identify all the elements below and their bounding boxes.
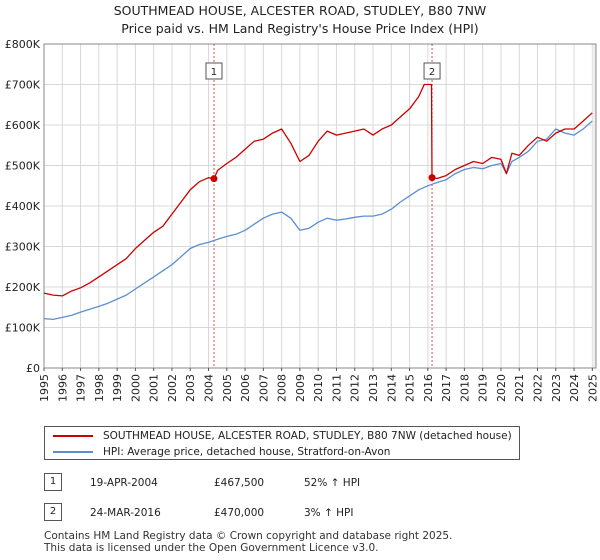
x-tick-label: 2018 [458, 374, 471, 402]
x-tick-label: 2017 [440, 374, 453, 402]
x-tick-label: 2009 [294, 374, 307, 402]
legend-swatch-property [53, 435, 93, 437]
sale-number-badge: 1 [44, 473, 62, 491]
footer-licence: This data is licensed under the Open Gov… [44, 542, 379, 554]
projection-shade [592, 44, 596, 368]
sale-hpi-change: 3% ↑ HPI [304, 507, 354, 519]
x-tick-label: 2005 [221, 374, 234, 402]
plot-border [43, 43, 597, 369]
y-tick-label: £300K [5, 241, 41, 254]
legend: SOUTHMEAD HOUSE, ALCESTER ROAD, STUDLEY,… [44, 426, 520, 460]
x-tick-label: 2007 [257, 374, 270, 402]
y-tick-label: £600K [5, 119, 41, 132]
sale-marker-box [423, 62, 441, 80]
y-tick-label: £400K [5, 200, 41, 213]
footer: Contains HM Land Registry data © Crown c… [44, 530, 452, 554]
chart-subtitle: Price paid vs. HM Land Registry's House … [121, 21, 479, 36]
x-tick-label: 2000 [129, 374, 142, 402]
x-tick-label: 2025 [586, 374, 599, 402]
series-line-property [43, 83, 593, 297]
y-axis-ticks: £0 £100K £200K £300K £400K £500K £600K £700K £80… [5, 38, 41, 375]
sale-date: 24-MAR-2016 [90, 507, 161, 519]
x-tick-label: 2013 [367, 374, 380, 402]
sale-marker-label: 1 [211, 67, 217, 78]
y-tick-label: £800K [5, 38, 41, 51]
legend-label-property: SOUTHMEAD HOUSE, ALCESTER ROAD, STUDLEY,… [103, 430, 512, 442]
chart-title-block: SOUTHMEAD HOUSE, ALCESTER ROAD, STUDLEY,… [0, 2, 600, 38]
x-tick-label: 2002 [166, 374, 179, 402]
x-tick-label: 2001 [148, 374, 161, 402]
sale-marker-box [205, 62, 223, 80]
x-tick-label: 2016 [422, 374, 435, 402]
sale-price: £470,000 [214, 507, 265, 519]
y-tick-label: £100K [5, 322, 41, 335]
x-tick-label: 2004 [203, 374, 216, 402]
x-tick-label: 2010 [312, 374, 325, 402]
sale-row: 1 19-APR-2004 £467,500 52% ↑ HPI [44, 473, 564, 491]
x-axis-ticks: 1995 1996 1997 1998 1999 2000 2001 2002 2003 2004… [38, 368, 599, 402]
x-tick-label: 2014 [385, 374, 398, 402]
sale-date: 19-APR-2004 [90, 477, 158, 489]
grid [43, 43, 596, 369]
x-tick-label: 2023 [550, 374, 563, 402]
sale-marker-label: 2 [429, 67, 435, 78]
price-chart: £0 £100K £200K £300K £400K £500K £600K £700K £80… [5, 38, 600, 402]
sale-point [210, 175, 218, 183]
x-tick-label: 1996 [56, 374, 69, 402]
y-tick-label: £700K [5, 79, 41, 92]
sale-row: 2 24-MAR-2016 £470,000 3% ↑ HPI [44, 503, 564, 521]
x-tick-label: 2012 [349, 374, 362, 402]
x-tick-label: 2011 [330, 374, 343, 402]
sale-points [210, 174, 436, 183]
footer-copyright: Contains HM Land Registry data © Crown c… [44, 530, 453, 542]
y-tick-label: £500K [5, 160, 41, 173]
future-shading [592, 44, 596, 368]
x-tick-label: 2003 [184, 374, 197, 402]
chart-title: SOUTHMEAD HOUSE, ALCESTER ROAD, STUDLEY,… [113, 3, 487, 18]
x-tick-label: 1997 [75, 374, 88, 402]
y-tick-label: £0 [26, 362, 40, 375]
x-tick-label: 2024 [568, 374, 581, 402]
sale-number-badge: 2 [44, 503, 62, 521]
x-tick-label: 2006 [239, 374, 252, 402]
legend-label-hpi: HPI: Average price, detached house, Stra… [103, 446, 391, 458]
x-tick-label: 1998 [93, 374, 106, 402]
sale-price: £467,500 [214, 477, 265, 489]
x-tick-label: 1999 [111, 374, 124, 402]
legend-swatch-hpi [53, 451, 93, 453]
x-tick-label: 2020 [495, 374, 508, 402]
sale-hpi-change: 52% ↑ HPI [304, 477, 361, 489]
x-tick-label: 2015 [404, 374, 417, 402]
series-lines [43, 83, 593, 321]
x-tick-label: 2022 [532, 374, 545, 402]
sale-point [428, 174, 436, 182]
y-tick-label: £200K [5, 281, 41, 294]
x-tick-label: 2019 [477, 374, 490, 402]
x-tick-label: 2021 [513, 374, 526, 402]
x-tick-label: 2008 [276, 374, 289, 402]
x-tick-label: 1995 [38, 374, 51, 402]
